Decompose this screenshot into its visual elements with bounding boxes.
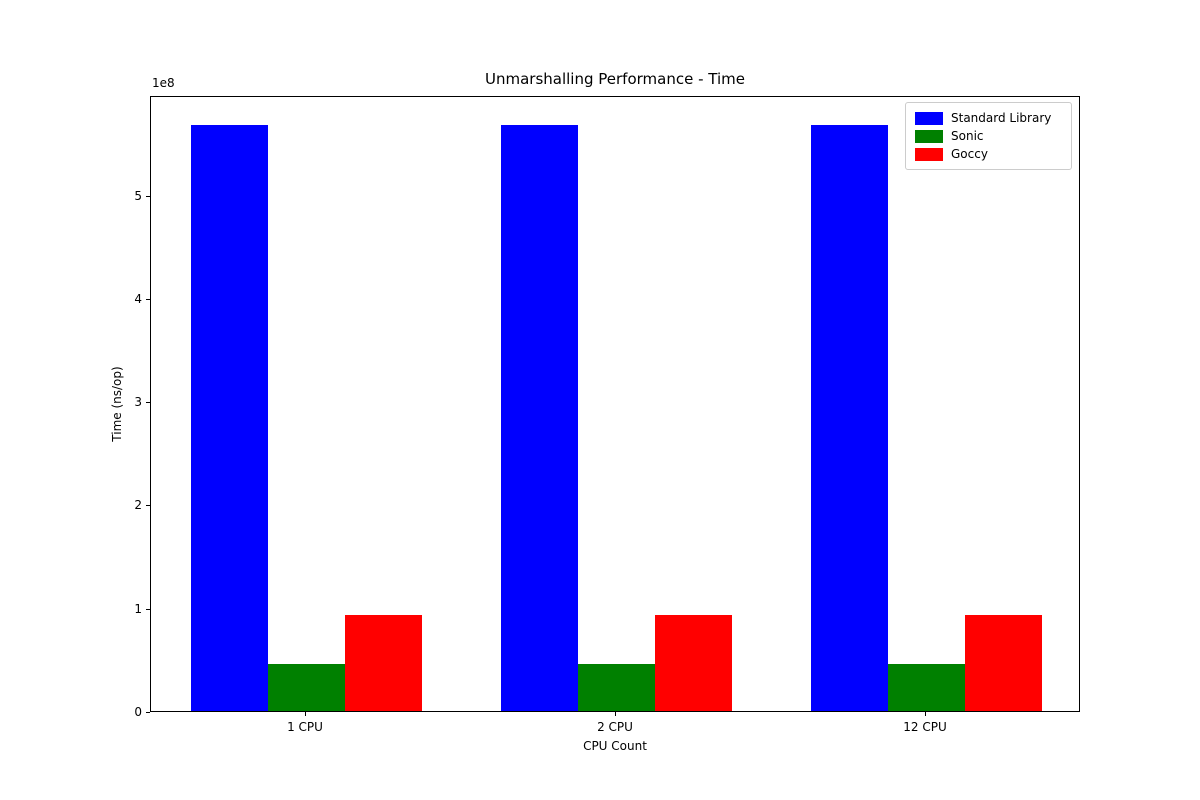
y-tick-label: 0 xyxy=(134,705,142,719)
legend-item: Sonic xyxy=(915,127,1062,145)
legend-swatch-icon xyxy=(915,111,943,125)
y-tick-mark xyxy=(146,402,150,403)
y-tick-label: 1 xyxy=(134,602,142,616)
bar-sonic xyxy=(578,664,655,711)
bar-goccy xyxy=(965,615,1042,711)
y-tick-mark xyxy=(146,505,150,506)
y-tick-label: 5 xyxy=(134,189,142,203)
bar-sonic xyxy=(268,664,345,711)
y-tick-mark xyxy=(146,712,150,713)
legend-swatch-icon xyxy=(915,147,943,161)
plot-area xyxy=(150,96,1080,712)
legend: Standard Library Sonic Goccy xyxy=(905,102,1072,170)
bar-sonic xyxy=(888,664,965,711)
y-tick-mark xyxy=(146,609,150,610)
x-tick-mark xyxy=(925,712,926,716)
x-tick-label: 2 CPU xyxy=(597,720,633,734)
x-tick-mark xyxy=(305,712,306,716)
legend-label: Standard Library xyxy=(951,111,1052,125)
legend-item: Goccy xyxy=(915,145,1062,163)
legend-label: Goccy xyxy=(951,147,988,161)
y-axis-offset-text: 1e8 xyxy=(152,76,175,90)
chart-title: Unmarshalling Performance - Time xyxy=(485,70,745,88)
legend-swatch-icon xyxy=(915,129,943,143)
legend-item: Standard Library xyxy=(915,109,1062,127)
y-tick-mark xyxy=(146,196,150,197)
legend-label: Sonic xyxy=(951,129,984,143)
bar-standard-library xyxy=(191,125,268,711)
x-tick-label: 12 CPU xyxy=(903,720,947,734)
bar-standard-library xyxy=(811,125,888,711)
y-tick-mark xyxy=(146,299,150,300)
bar-goccy xyxy=(655,615,732,711)
y-tick-label: 2 xyxy=(134,498,142,512)
x-tick-mark xyxy=(615,712,616,716)
bar-goccy xyxy=(345,615,422,711)
x-axis-label: CPU Count xyxy=(583,739,647,753)
y-tick-label: 4 xyxy=(134,292,142,306)
y-tick-label: 3 xyxy=(134,395,142,409)
bar-standard-library xyxy=(501,125,578,711)
x-tick-label: 1 CPU xyxy=(287,720,323,734)
